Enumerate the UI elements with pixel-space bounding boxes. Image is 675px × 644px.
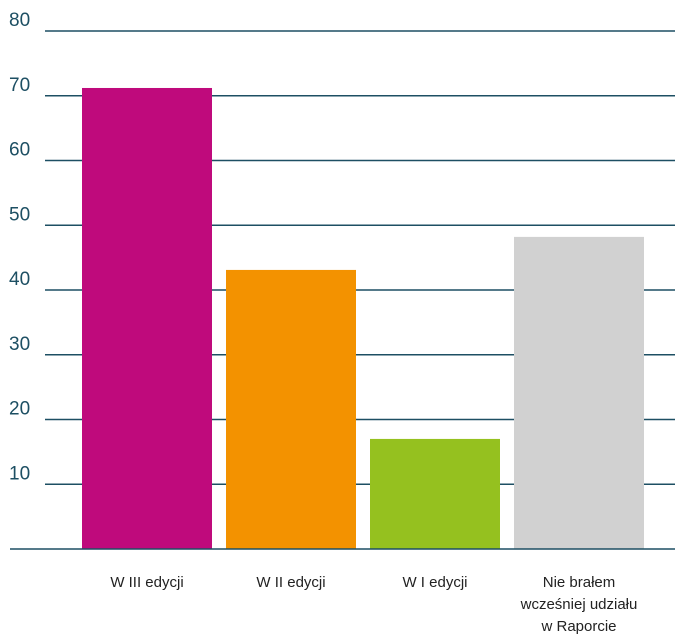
x-category-label: w Raporcie bbox=[540, 618, 616, 635]
x-category-label: wcześniej udziału bbox=[520, 596, 638, 613]
bar bbox=[514, 236, 644, 549]
y-tick-label: 70 bbox=[9, 75, 30, 96]
y-tick-label: 60 bbox=[9, 140, 30, 161]
bar bbox=[226, 269, 356, 549]
y-tick-label: 20 bbox=[9, 399, 30, 420]
x-category-label: W III edycji bbox=[110, 574, 183, 591]
bar bbox=[370, 438, 500, 549]
x-category-label: W I edycji bbox=[402, 574, 467, 591]
y-tick-label: 30 bbox=[9, 334, 30, 355]
bar bbox=[82, 87, 212, 549]
x-category-label: Nie brałem bbox=[543, 574, 616, 591]
y-tick-label: 40 bbox=[9, 269, 30, 290]
y-tick-label: 50 bbox=[9, 204, 30, 225]
y-axis-tick-labels: 10 20 30 40 50 60 70 80 bbox=[9, 10, 30, 484]
y-tick-label: 10 bbox=[9, 463, 30, 484]
x-category-label: W II edycji bbox=[256, 574, 325, 591]
x-axis-category-labels: W III edycji W II edycji W I edycji Nie bra… bbox=[110, 574, 637, 635]
y-tick-label: 80 bbox=[9, 10, 30, 31]
bars bbox=[82, 87, 644, 549]
